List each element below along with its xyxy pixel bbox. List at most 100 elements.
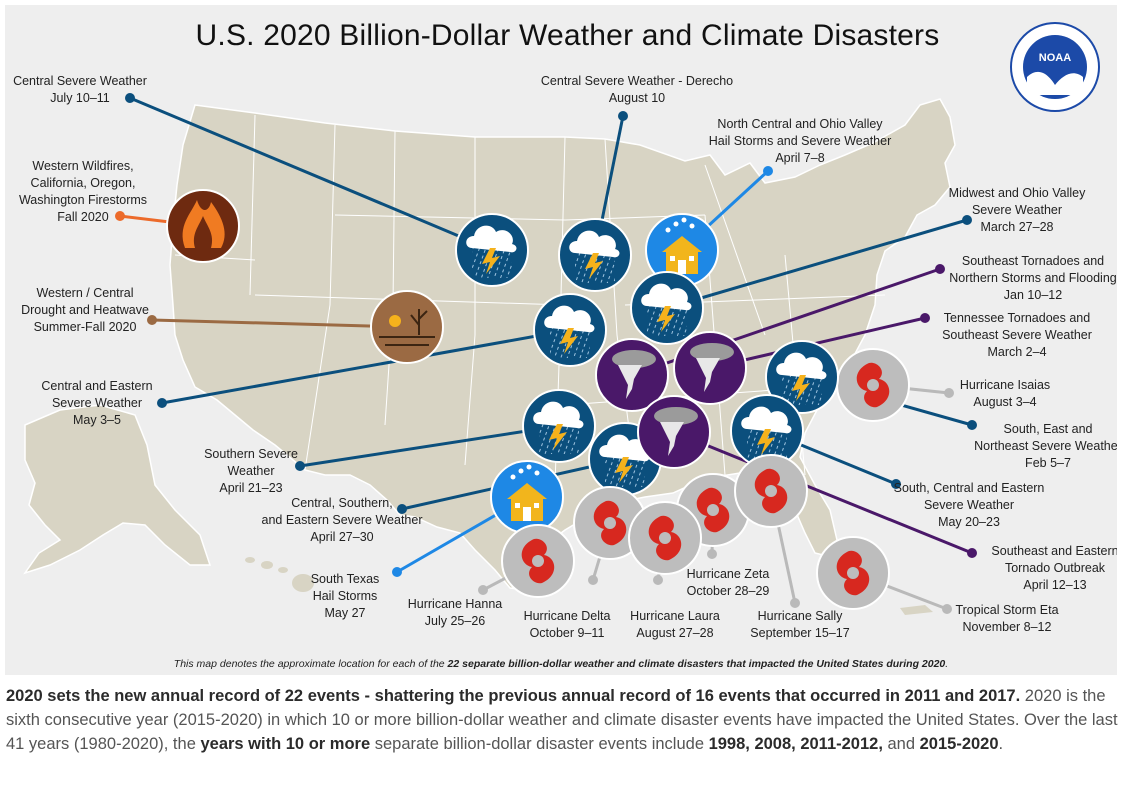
severe-icon [455, 213, 529, 287]
event-label-line: South Texas [310, 572, 380, 586]
event-label-line: Hurricane Hanna [407, 597, 503, 611]
event-label-line: November 8–12 [962, 620, 1052, 634]
event-label-line: March 2–4 [987, 345, 1047, 359]
leader-dot [944, 388, 954, 398]
leader-dot [790, 598, 800, 608]
event-label-line: Washington Firestorms [18, 193, 148, 207]
hail-icon [645, 213, 719, 287]
tornado-icon [637, 395, 711, 469]
event-label-line: Fall 2020 [57, 210, 109, 224]
event-label-line: Southeast and Eastern [991, 544, 1117, 558]
event-label-line: Drought and Heatwave [21, 303, 149, 317]
event-label-line: South, East and [1003, 422, 1093, 436]
hurricane-icon [628, 501, 702, 575]
hurricane-icon [836, 348, 910, 422]
tornado-icon [673, 331, 747, 405]
hurricane-icon [816, 536, 890, 610]
event-label-line: August 10 [608, 91, 666, 105]
event-label-line: Midwest and Ohio Valley [948, 186, 1086, 200]
event-label-line: Summer-Fall 2020 [33, 320, 137, 334]
event-label-line: Northeast Severe Weather [974, 439, 1117, 453]
event-label-laura: Hurricane Laura August 27–28 [630, 608, 720, 642]
event-label-drought: Western / Central Drought and Heatwave Sum… [21, 285, 149, 336]
hawaii-land [245, 557, 314, 592]
event-label-line: October 9–11 [529, 626, 605, 640]
event-label-line: Hurricane Delta [523, 609, 611, 623]
tornado-icon [595, 338, 669, 412]
leader-line [161, 328, 571, 405]
event-label-central-severe-weather-jul: Central Severe Weather July 10–11 [13, 73, 147, 107]
leader-dot [967, 420, 977, 430]
leader-dot [942, 604, 952, 614]
event-label-isaias: Hurricane Isaias August 3–4 [960, 377, 1050, 411]
event-label-south-central-eastern: South, Central and Eastern Severe Weather… [894, 480, 1045, 531]
event-label-line: Southeast Severe Weather [942, 328, 1092, 342]
event-label-line: May 27 [324, 606, 366, 620]
hail-icon [490, 460, 564, 534]
event-label-line: Southeast Tornadoes and [961, 254, 1105, 268]
event-label-line: Hail Storms [312, 589, 378, 603]
event-label-hanna: Hurricane Hanna July 25–26 [408, 596, 503, 630]
event-label-line: July 25–26 [424, 614, 486, 628]
event-label-line: California, Oregon, [30, 176, 136, 190]
map-title: U.S. 2020 Billion-Dollar Weather and Cli… [195, 19, 940, 52]
noaa-logo-text: NOAA [1039, 52, 1071, 64]
event-label-line: May 3–5 [73, 413, 121, 427]
hurricane-icon [734, 454, 808, 528]
event-label-line: Tennessee Tornadoes and [943, 311, 1091, 325]
severe-icon [730, 394, 804, 468]
event-label-line: Central Severe Weather [13, 74, 147, 88]
leader-line [129, 96, 493, 252]
event-label-zeta: Hurricane Zeta October 28–29 [687, 566, 770, 600]
severe-icon [533, 293, 607, 367]
leader-line [151, 318, 408, 329]
event-label-line: Southern Severe [204, 447, 298, 461]
event-label-central-southern-eastern: Central, Southern, and Eastern Severe Wea… [262, 495, 423, 546]
event-label-line: North Central and Ohio Valley [717, 117, 883, 131]
leader-dot [962, 215, 972, 225]
event-label-line: Hurricane Zeta [686, 567, 770, 581]
event-label-derecho: Central Severe Weather - Derecho August 1… [541, 73, 733, 107]
event-label-line: April 12–13 [1023, 578, 1087, 592]
drought-icon [370, 290, 444, 364]
leader-line [299, 424, 560, 468]
event-label-line: and Eastern Severe Weather [261, 513, 423, 527]
event-label-line: Severe Weather [51, 396, 143, 410]
leader-dot [891, 479, 901, 489]
event-label-line: July 10–11 [50, 91, 110, 105]
hurricane-icon [501, 524, 575, 598]
event-label-southeast-tornadoes-jan: Southeast Tornadoes and Northern Storms a… [949, 253, 1116, 304]
event-label-line: May 20–23 [938, 515, 1000, 529]
event-label-line: Northern Storms and Flooding [949, 271, 1117, 285]
event-label-line: Central, Southern, [291, 496, 393, 510]
severe-icon [522, 389, 596, 463]
leader-dot [618, 111, 628, 121]
severe-icon [630, 271, 704, 345]
event-label-line: Western / Central [36, 286, 134, 300]
event-label-south-east-northeast: South, East and Northeast Severe Weather F… [974, 421, 1117, 472]
map-caption: This map denotes the approximate locatio… [173, 658, 949, 670]
event-label-southern-severe: Southern Severe Weather April 21–23 [204, 446, 298, 497]
leader-dot [588, 575, 598, 585]
event-label-line: August 3–4 [973, 395, 1037, 409]
event-label-line: April 7–8 [775, 151, 825, 165]
leader-dot [115, 211, 125, 221]
leader-dot [157, 398, 167, 408]
event-label-southeast-eastern-tornado: Southeast and Eastern Tornado Outbreak Apr… [991, 543, 1117, 594]
leader-dot [707, 549, 717, 559]
leader-line [673, 430, 973, 555]
wildfire-icon [166, 189, 240, 263]
event-label-line: April 21–23 [219, 481, 283, 495]
event-icons [166, 189, 910, 610]
event-label-line: September 15–17 [750, 626, 850, 640]
leader-line [666, 218, 968, 310]
leader-dot [147, 315, 157, 325]
event-label-line: Central Severe Weather - Derecho [540, 74, 734, 88]
event-label-eta: Tropical Storm Eta November 8–12 [955, 602, 1058, 636]
event-label-line: Western Wildfires, [32, 159, 134, 173]
event-label-line: Hurricane Isaias [959, 378, 1051, 392]
leader-dot [478, 585, 488, 595]
event-label-tennessee-tornadoes: Tennessee Tornadoes and Southeast Severe … [942, 310, 1092, 361]
leader-dot [125, 93, 135, 103]
leader-dot [920, 313, 930, 323]
